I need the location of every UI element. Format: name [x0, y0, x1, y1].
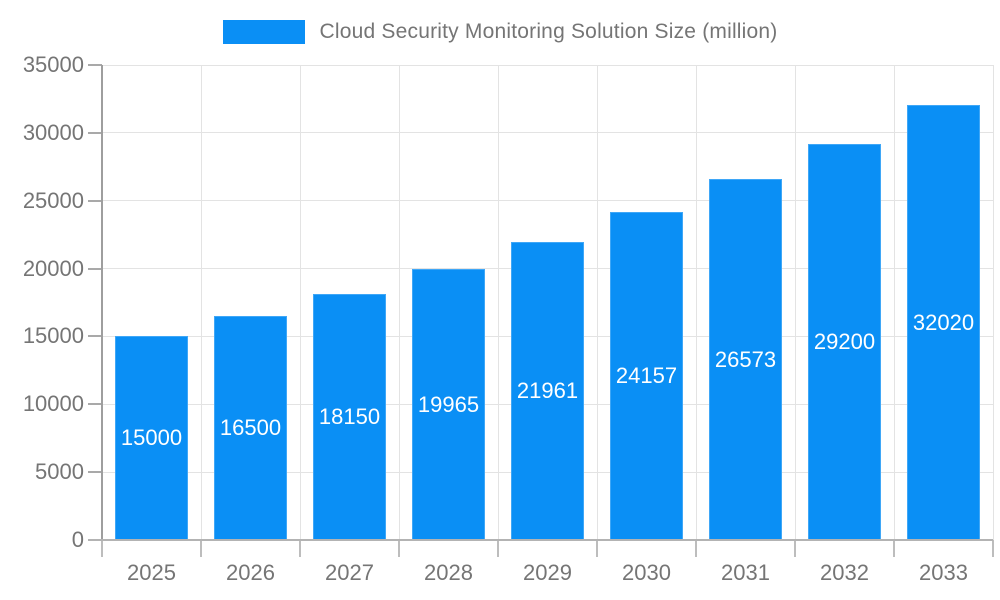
y-axis-tick	[88, 64, 102, 66]
y-axis-tick	[88, 131, 102, 134]
bar-value-label: 29200	[813, 328, 876, 354]
x-tick-label-2032: 2032	[820, 560, 869, 585]
y-tick-label: 15000	[22, 323, 84, 349]
bar-2029: 21961	[511, 241, 584, 540]
x-tick-label-2029: 2029	[523, 560, 572, 585]
bar-value-label: 26573	[714, 346, 777, 372]
bar-value-label: 21961	[516, 377, 579, 403]
x-axis-tick	[893, 540, 895, 557]
bar-2031: 26573	[709, 179, 782, 540]
bar-2026: 16500	[214, 316, 287, 540]
x-axis-tick	[497, 540, 499, 557]
gridline-vertical	[200, 65, 202, 540]
x-axis-tick	[695, 540, 697, 557]
x-tick-label-2033: 2033	[919, 560, 968, 585]
bar-value-label: 24157	[615, 363, 678, 389]
gridline-vertical	[398, 65, 400, 540]
bar-value-label: 18150	[318, 403, 381, 429]
x-tick-label-2025: 2025	[127, 560, 176, 585]
x-axis-tick	[398, 540, 400, 557]
gridline-vertical	[596, 65, 598, 540]
y-axis-tick	[88, 471, 102, 474]
y-axis-tick	[88, 267, 102, 270]
y-tick-label: 30000	[22, 119, 84, 145]
bar-value-label: 32020	[912, 309, 975, 335]
bar-2032: 29200	[808, 143, 881, 540]
bar-value-label: 19965	[417, 391, 480, 417]
y-axis-line	[101, 65, 103, 540]
bar-2028: 19965	[412, 269, 485, 540]
bar-2030: 24157	[610, 212, 683, 540]
gridline-horizontal	[102, 64, 993, 66]
gridline-vertical	[794, 65, 796, 540]
x-tick-label-2026: 2026	[226, 560, 275, 585]
chart-legend: Cloud Security Monitoring Solution Size …	[0, 17, 1000, 47]
x-axis-tick	[101, 540, 103, 557]
y-tick-label: 10000	[22, 391, 84, 417]
y-tick-label: 0	[71, 527, 84, 552]
gridline-vertical	[497, 65, 499, 540]
y-tick-label: 5000	[35, 459, 84, 485]
gridline-vertical	[992, 65, 994, 540]
bar-value-label: 15000	[120, 425, 183, 451]
y-tick-label: 25000	[22, 187, 84, 213]
bar-value-label: 16500	[219, 415, 282, 441]
gridline-horizontal	[102, 132, 993, 134]
gridline-vertical	[893, 65, 895, 540]
y-axis-tick	[88, 199, 102, 202]
y-axis-tick	[88, 403, 102, 406]
bar-2027: 18150	[313, 293, 386, 540]
y-axis-tick	[88, 335, 102, 338]
x-axis-line	[88, 539, 993, 541]
x-tick-label-2031: 2031	[721, 560, 770, 585]
chart-title: Cloud Security Monitoring Solution Size …	[319, 20, 778, 43]
x-tick-label-2027: 2027	[325, 560, 374, 585]
gridline-vertical	[695, 65, 697, 540]
y-tick-label: 35000	[22, 52, 84, 77]
legend-swatch	[222, 20, 305, 44]
x-tick-label-2030: 2030	[622, 560, 671, 585]
x-axis-tick	[200, 540, 202, 557]
x-axis-tick	[992, 540, 994, 557]
gridline-horizontal	[102, 200, 993, 202]
gridline-vertical	[299, 65, 301, 540]
bar-2033: 32020	[907, 105, 980, 540]
y-tick-label: 20000	[22, 255, 84, 281]
bar-2025: 15000	[115, 336, 188, 540]
x-axis-tick	[299, 540, 301, 557]
x-axis-tick	[596, 540, 598, 557]
x-tick-label-2028: 2028	[424, 560, 473, 585]
x-axis-tick	[794, 540, 796, 557]
